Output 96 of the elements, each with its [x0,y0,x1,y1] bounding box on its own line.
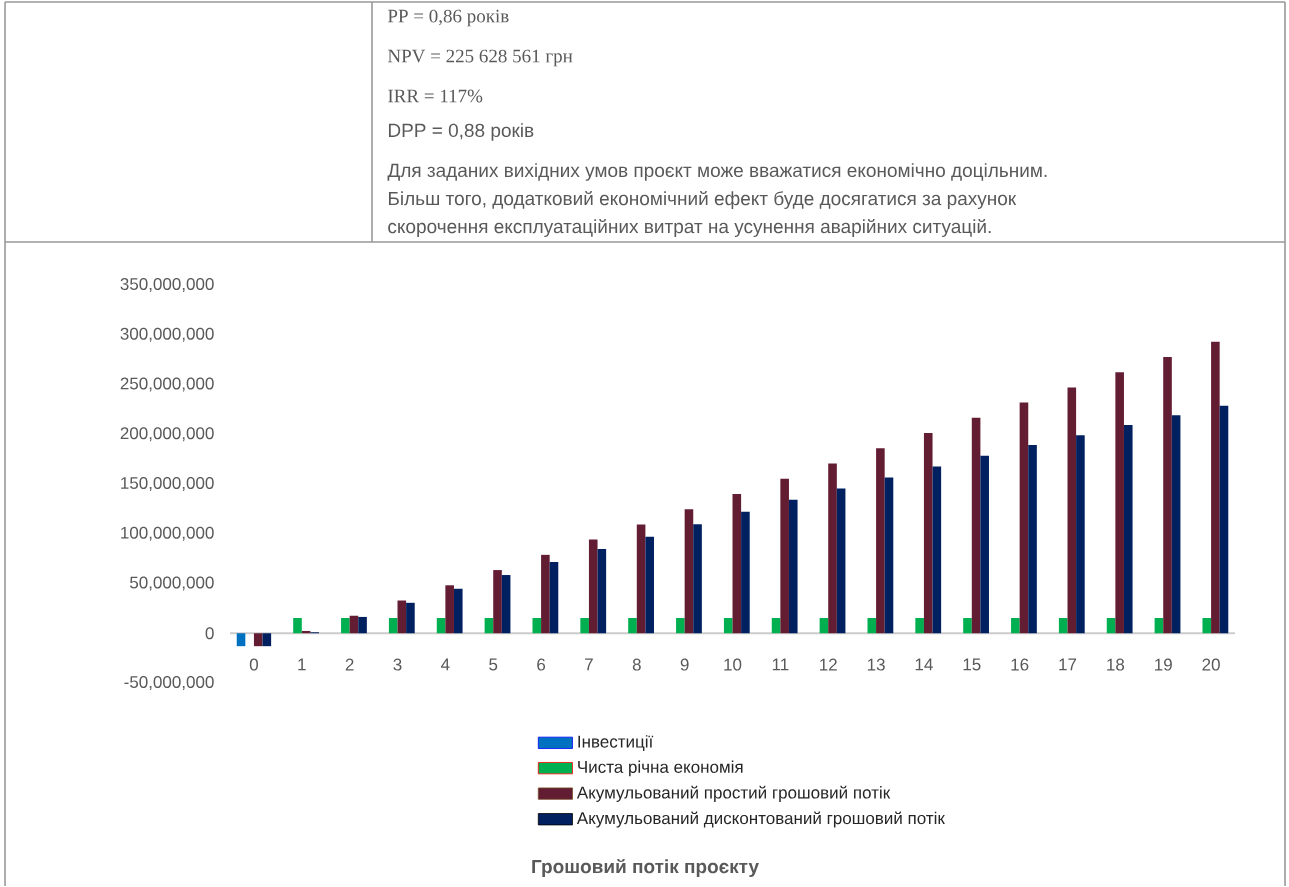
x-tick-label: 8 [632,658,641,671]
bar [915,618,924,634]
bar [1011,618,1020,634]
bar [884,477,894,634]
x-tick-label: 10 [724,658,742,671]
bar [1019,402,1029,634]
bar [963,618,972,634]
bar [501,575,511,634]
x-tick-label: 7 [585,658,593,671]
bar [971,417,981,634]
x-tick-label: 18 [1107,658,1125,671]
bar [349,615,359,634]
x-tick-label: 13 [867,658,885,671]
legend-label: Інвестиції [578,735,654,751]
bar [828,463,837,634]
y-tick-label: 100,000,000 [121,526,214,541]
bar [358,617,367,634]
bar [1202,618,1212,634]
bar [645,536,654,634]
bar [1163,357,1172,634]
bar [597,549,607,634]
y-tick-label: 200,000,000 [120,427,214,442]
bar [541,554,550,634]
y-tick-label: 50,000,000 [130,576,214,591]
bar [388,618,398,634]
x-tick-label: 12 [820,658,837,671]
y-tick-label: 300,000,000 [120,327,214,342]
bar [453,588,463,634]
bar [723,618,733,634]
bar [436,618,446,634]
bar [923,433,933,634]
x-tick-label: 16 [1011,658,1029,671]
bar [445,585,454,634]
bar [684,509,694,634]
x-tick-label: 9 [680,658,689,671]
bar [1058,618,1068,634]
bar [1154,618,1164,634]
y-tick-label: 250,000,000 [120,377,214,392]
x-tick-label: 15 [963,658,981,671]
bar [1028,445,1037,634]
bar [1123,425,1133,634]
x-tick-label: 11 [772,658,789,671]
bar [253,633,263,647]
y-tick-label: 350,000,000 [120,278,214,293]
bar [236,633,246,647]
bar [788,499,798,634]
x-tick-label: 5 [489,658,498,671]
x-tick-label: 14 [915,658,933,671]
bar [493,570,502,634]
bar [980,455,989,634]
bar [732,494,742,634]
bar [549,562,559,634]
bar [262,633,272,647]
bar [1076,435,1085,634]
bar [580,618,589,634]
bar [484,618,494,634]
x-tick-label: 4 [441,658,450,671]
bar [876,448,885,634]
bar [1211,341,1220,634]
bar [676,618,685,634]
bar [293,618,302,634]
y-tick-label: -50,000,000 [124,676,214,691]
bar [741,511,750,634]
bar [1115,372,1124,634]
x-tick-label: 3 [393,658,402,671]
bar [932,466,942,634]
bar [1171,415,1181,634]
x-tick-label: 0 [249,658,258,671]
bar [406,602,415,634]
x-tick-label: 19 [1155,658,1172,671]
text: Грошовий потік проєкту [532,859,759,878]
x-tick-label: 2 [345,658,354,671]
bar [588,539,598,634]
x-tick-label: 1 [298,658,306,671]
legend-label: Акумульований дисконтований грошовий потік [576,811,945,828]
bar [628,618,637,634]
bar [693,524,702,634]
legend-label: Акумульований простий грошовий потік [576,785,891,803]
bar [780,478,789,634]
bar [636,524,646,634]
bar [341,618,350,634]
bar [836,488,846,634]
bar [397,600,407,634]
y-tick-label: 150,000,000 [121,477,214,492]
legend-label: Чиста річна економія [578,760,743,777]
x-tick-label: 6 [537,658,546,671]
bar [1067,387,1077,634]
bar [1106,618,1116,634]
bar [771,618,781,634]
x-tick-label: 17 [1059,658,1077,671]
bar [819,618,829,634]
bar [532,618,542,634]
bar [867,618,877,634]
bar [1219,405,1229,634]
x-tick-label: 20 [1202,658,1220,671]
y-tick-label: 0 [205,627,214,640]
